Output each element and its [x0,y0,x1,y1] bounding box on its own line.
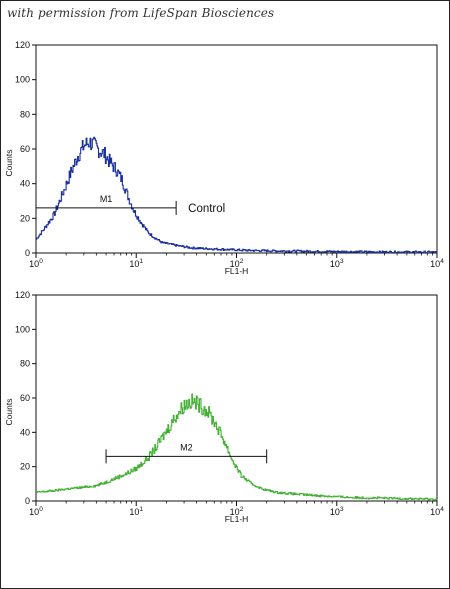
y-tick-label: 120 [15,40,30,50]
y-tick-label: 120 [15,290,30,300]
x-tick-label: 101 [129,258,143,269]
x-tick-label: 103 [330,258,344,269]
x-tick-label: 103 [330,506,344,517]
y-axis-label: Counts [4,399,14,426]
y-tick-label: 80 [20,359,30,369]
x-tick-label: 100 [29,258,43,269]
y-tick-label: 20 [20,213,30,223]
plot-area [35,44,438,254]
x-axis-label: FL1-H [225,266,249,276]
histogram-panel-2: 0 20 40 60 80 100 120 100 101 102 103 104 FL1-H Count… [4,290,444,524]
y-tick-label: 40 [20,179,30,189]
marker-gate-label: M1 [100,194,113,204]
y-tick-label: 100 [15,75,30,85]
y-tick-label: 0 [25,248,30,258]
control-annotation: Control [188,203,225,215]
x-tick-label: 101 [129,506,143,517]
y-tick-label: 60 [20,393,30,403]
y-tick-label: 80 [20,109,30,119]
x-tick-label: 104 [430,258,444,269]
x-tick-label: 104 [430,506,444,517]
y-tick-label: 0 [25,496,30,506]
y-tick-label: 100 [15,324,30,334]
plot-area [35,294,438,502]
y-tick-label: 60 [20,144,30,154]
marker-gate-label: M2 [180,442,193,452]
y-axis-label: Counts [4,150,14,177]
histogram-panel-1: 0 20 40 60 80 100 120 100 101 102 103 104 FL1-H Count… [4,40,444,276]
credit-text: with permission from LifeSpan Bioscience… [7,6,275,20]
x-tick-label: 102 [230,506,244,517]
x-axis-label: FL1-H [225,514,249,524]
histogram-series [36,393,438,501]
y-tick-label: 20 [20,462,30,472]
histogram-series [36,136,438,254]
x-tick-label: 102 [230,258,244,269]
x-tick-label: 100 [29,506,43,517]
y-tick-label: 40 [20,427,30,437]
